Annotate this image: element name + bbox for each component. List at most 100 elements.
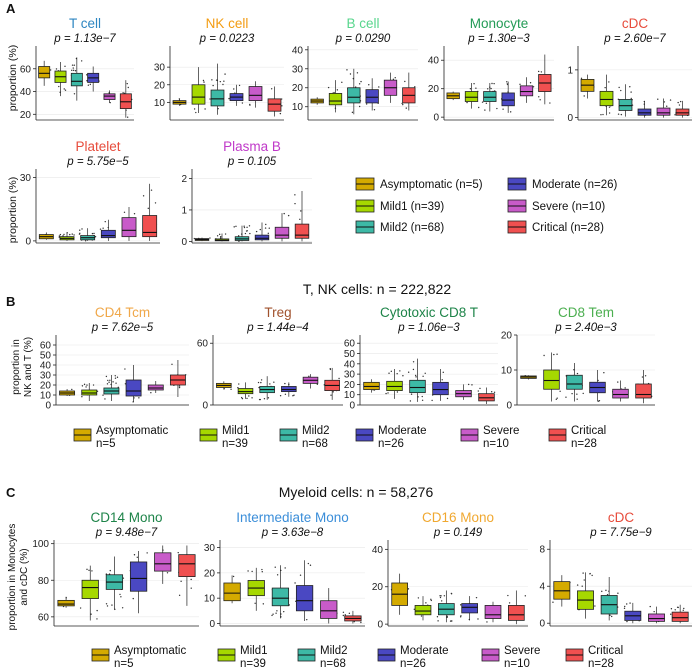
- y-tick-label: 2: [181, 174, 187, 185]
- data-point: [666, 105, 668, 107]
- data-point: [219, 237, 222, 239]
- data-point: [104, 220, 106, 223]
- y-tick-label: 0: [181, 237, 187, 248]
- chart-pvalue: p = 0.0223: [199, 33, 255, 45]
- data-point: [83, 383, 86, 386]
- data-point: [248, 225, 251, 227]
- y-tick-label: 60: [344, 339, 356, 350]
- data-point: [178, 386, 181, 389]
- chart-title: CD16 Mono: [422, 510, 494, 525]
- chart-a_cdc: cDC p = 2.60e−7 0 1: [567, 16, 692, 124]
- data-point: [485, 102, 488, 104]
- data-point: [387, 392, 389, 394]
- data-point: [677, 101, 679, 104]
- y-tick-label: 20: [204, 568, 216, 579]
- data-point: [437, 620, 439, 622]
- data-point: [96, 609, 98, 612]
- data-point: [502, 108, 504, 110]
- data-point: [105, 603, 108, 605]
- data-point: [106, 383, 109, 385]
- y-tick-label: 30: [344, 370, 356, 381]
- chart-pvalue: p = 7.75e−9: [589, 527, 652, 539]
- data-point: [442, 371, 444, 374]
- data-point: [63, 233, 65, 236]
- data-point: [222, 83, 224, 86]
- data-point: [582, 392, 584, 395]
- legend-count: n=28: [588, 658, 614, 670]
- data-point: [233, 88, 235, 90]
- data-point: [264, 227, 267, 229]
- y-tick-label: 10: [501, 366, 513, 377]
- data-point: [430, 598, 432, 600]
- ylabel-b-line2: NK and T (%): [23, 337, 34, 397]
- data-point: [594, 605, 596, 607]
- data-point: [102, 227, 104, 229]
- data-point: [421, 395, 423, 398]
- box-severe: [248, 86, 263, 102]
- data-point: [240, 396, 243, 399]
- data-point: [629, 602, 631, 604]
- data-point: [493, 82, 495, 85]
- data-point: [524, 595, 527, 597]
- chart-title: CD14 Mono: [90, 510, 162, 525]
- data-point: [469, 88, 472, 90]
- data-point: [481, 101, 484, 103]
- legend-label: Moderate (n=26): [532, 179, 618, 191]
- data-point: [336, 89, 339, 91]
- data-point: [644, 375, 647, 377]
- legend-a-item: Mild2 (n=68): [355, 220, 444, 234]
- legend-label: Asymptomatic (n=5): [380, 179, 483, 191]
- data-point: [630, 97, 632, 100]
- y-tick-label: 0: [45, 401, 51, 412]
- data-point: [679, 100, 682, 103]
- data-point: [178, 385, 181, 387]
- data-point: [238, 84, 241, 87]
- data-point: [580, 77, 583, 80]
- data-point: [439, 595, 441, 597]
- data-point: [683, 607, 685, 610]
- data-point: [90, 613, 92, 615]
- data-point: [230, 388, 232, 390]
- y-tick-label: 20: [372, 582, 384, 593]
- data-point: [341, 81, 343, 84]
- data-point: [529, 82, 532, 84]
- data-point: [402, 103, 404, 106]
- data-point: [283, 212, 285, 215]
- data-point: [420, 615, 423, 617]
- data-point: [477, 390, 479, 392]
- data-point: [91, 232, 94, 235]
- data-point: [490, 87, 492, 90]
- chart-c_cd14: CD14 Mono p = 9.48e−7 60 80 100: [32, 510, 199, 627]
- box-mild2: [618, 99, 633, 111]
- data-point: [552, 601, 554, 603]
- data-point: [653, 610, 655, 613]
- data-point: [99, 228, 102, 230]
- data-point: [193, 108, 196, 110]
- data-point: [608, 106, 611, 108]
- data-point: [597, 400, 600, 402]
- data-point: [396, 373, 398, 375]
- data-point: [532, 86, 535, 88]
- y-tick-label: 0: [567, 113, 573, 124]
- y-tick-label: 10: [40, 391, 52, 402]
- legend-count: n=5: [96, 438, 116, 450]
- data-point: [233, 226, 235, 228]
- chart-b_cd8tem: CD8 Tem p = 2.40e−3 0 10 20: [501, 305, 655, 412]
- data-point: [146, 552, 148, 554]
- box-severe: [484, 605, 502, 619]
- data-point: [243, 225, 245, 227]
- data-point: [493, 391, 496, 393]
- box-severe: [274, 226, 290, 239]
- box-asymptomatic: [223, 582, 241, 602]
- data-point: [657, 98, 659, 100]
- data-point: [177, 551, 179, 554]
- legend-count: n=26: [378, 438, 404, 450]
- data-point: [116, 376, 119, 378]
- y-tick-label: 10: [154, 98, 166, 109]
- data-point: [279, 395, 282, 397]
- data-point: [71, 388, 73, 391]
- chart-a_nk: NK cell p = 0.0223 10 20 30: [154, 16, 284, 121]
- data-point: [487, 88, 489, 90]
